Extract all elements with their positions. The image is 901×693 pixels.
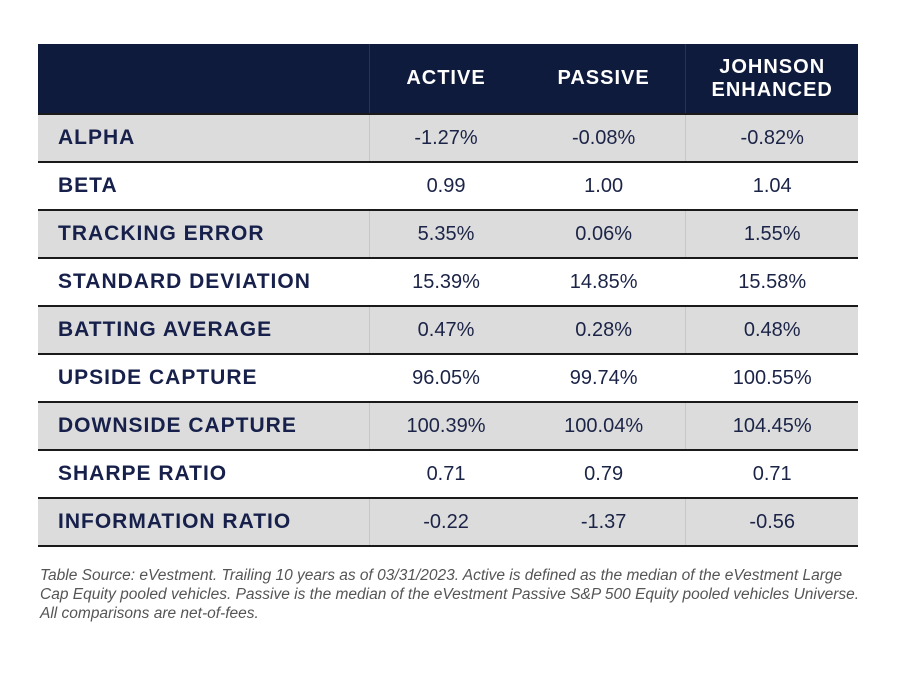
metric-label: ALPHA [58, 126, 136, 149]
active-value: 15.39% [412, 270, 480, 293]
table-row: STANDARD DEVIATION 15.39% 14.85% 15.58% [38, 257, 858, 305]
header-blank-cell [38, 44, 369, 113]
active-value: 0.71 [426, 462, 466, 485]
table-row: TRACKING ERROR 5.35% 0.06% 1.55% [38, 209, 858, 257]
passive-value: 14.85% [569, 270, 638, 293]
metric-label: BETA [58, 174, 118, 197]
active-value: 0.99 [426, 174, 466, 197]
table-row: ALPHA -1.27% -0.08% -0.82% [38, 113, 858, 161]
active-value: 100.39% [369, 403, 522, 449]
metric-label: TRACKING ERROR [58, 222, 265, 245]
passive-value: -1.37 [580, 510, 627, 533]
table-row: SHARPE RATIO 0.71 0.79 0.71 [38, 449, 858, 497]
johnson-value: -0.82% [685, 115, 858, 161]
active-value: 5.35% [369, 211, 522, 257]
table-row: DOWNSIDE CAPTURE 100.39% 100.04% 104.45% [38, 401, 858, 449]
johnson-value: -0.56 [685, 499, 858, 545]
passive-value: 99.74% [569, 366, 638, 389]
passive-value: 0.28% [575, 318, 632, 341]
johnson-value: 1.55% [685, 211, 858, 257]
active-value: 0.47% [369, 307, 522, 353]
johnson-value: 100.55% [732, 366, 812, 389]
metric-label: BATTING AVERAGE [58, 318, 273, 341]
table-header: ACTIVE PASSIVE JOHNSON ENHANCED [38, 44, 858, 113]
passive-value: 100.04% [564, 414, 644, 437]
johnson-value: 104.45% [685, 403, 858, 449]
table-row: BETA 0.99 1.00 1.04 [38, 161, 858, 209]
johnson-value: 0.48% [685, 307, 858, 353]
metric-label: INFORMATION RATIO [58, 510, 292, 533]
table-row: UPSIDE CAPTURE 96.05% 99.74% 100.55% [38, 353, 858, 401]
header-johnson-enhanced: JOHNSON ENHANCED [685, 44, 858, 113]
metric-label: UPSIDE CAPTURE [58, 366, 258, 389]
metric-label: DOWNSIDE CAPTURE [58, 414, 297, 437]
comparison-table: ACTIVE PASSIVE JOHNSON ENHANCED ALPHA -1… [38, 44, 858, 547]
passive-value: -0.08% [571, 126, 636, 149]
passive-value: 0.79 [584, 462, 624, 485]
active-value: 96.05% [412, 366, 480, 389]
table-row: INFORMATION RATIO -0.22 -1.37 -0.56 [38, 497, 858, 547]
active-value: -0.22 [369, 499, 522, 545]
johnson-value: 0.71 [752, 462, 792, 485]
passive-value: 0.06% [575, 222, 632, 245]
metric-label: STANDARD DEVIATION [58, 270, 311, 293]
active-value: -1.27% [369, 115, 522, 161]
header-active: ACTIVE [369, 44, 522, 113]
passive-value: 1.00 [584, 174, 624, 197]
table-source-footnote: Table Source: eVestment. Trailing 10 yea… [40, 567, 860, 622]
metric-label: SHARPE RATIO [58, 462, 228, 485]
johnson-value: 15.58% [738, 270, 807, 293]
header-passive: PASSIVE [557, 67, 650, 89]
table-row: BATTING AVERAGE 0.47% 0.28% 0.48% [38, 305, 858, 353]
johnson-value: 1.04 [752, 174, 792, 197]
